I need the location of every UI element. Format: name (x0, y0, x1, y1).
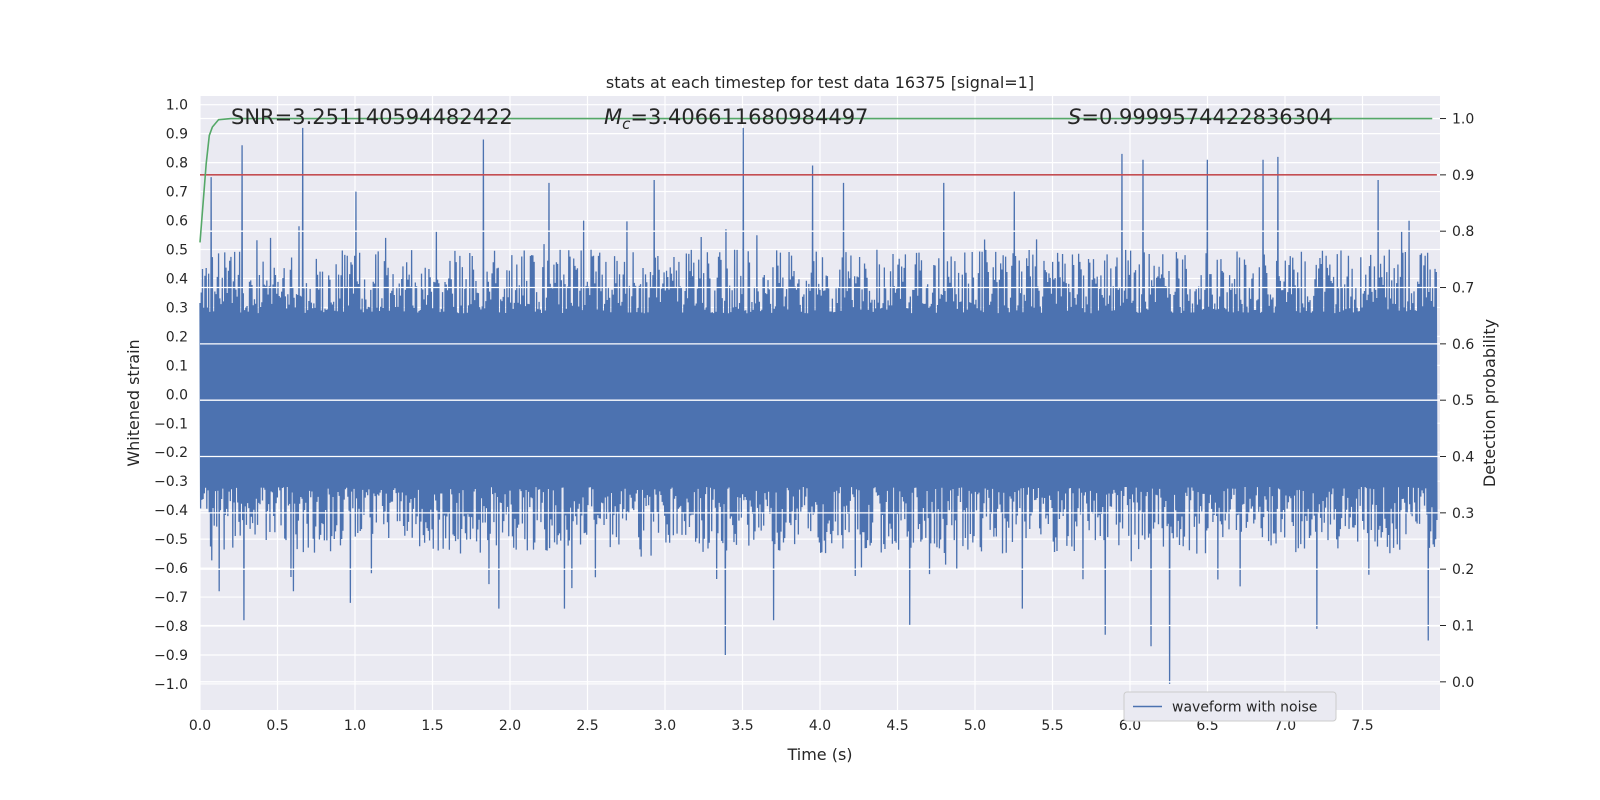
x-tick-label: 7.0 (1274, 718, 1296, 734)
y-left-axis-ticks: 1.0 0.9 0.8 0.7 0.6 0.5 0.4 0.3 0.2 0.1 0.0 −0.1 −0.… (154, 98, 188, 693)
y-left-tick-label: −0.7 (154, 590, 188, 606)
y-right-tick-label: 0.3 (1452, 506, 1474, 522)
x-tick-label: 2.0 (499, 718, 521, 734)
s-symbol: S (1068, 105, 1081, 129)
y-left-tick-label: −0.8 (154, 619, 188, 635)
x-tick-label: 3.5 (731, 718, 753, 734)
y-right-tick-label: 0.9 (1452, 168, 1474, 184)
mc-value: =3.406611680984497 (630, 105, 868, 129)
y-left-tick-label: 0.6 (166, 214, 188, 230)
y-left-tick-label: −0.3 (154, 474, 188, 490)
series-detection-probability (199, 117, 1433, 243)
x-tick-label: 7.5 (1351, 718, 1373, 734)
y-left-tick-label: −0.5 (154, 532, 188, 548)
mc-annotation: Mc=3.406611680984497 (604, 105, 868, 133)
x-tick-label: 5.0 (964, 718, 986, 734)
x-tick-label: 3.0 (654, 718, 676, 734)
mc-symbol: M (604, 105, 622, 129)
y-right-tick-label: 0.8 (1452, 224, 1474, 240)
x-tick-label: 2.5 (576, 718, 598, 734)
x-tick-label: 6.0 (1119, 718, 1141, 734)
y-right-tick-label: 0.4 (1452, 450, 1474, 466)
x-tick-label: 4.0 (809, 718, 831, 734)
snr-annotation: SNR=3.251140594482422 (231, 105, 513, 129)
y-left-tick-label: 0.5 (166, 243, 188, 259)
mc-subscript: c (622, 115, 631, 133)
x-tick-label: 1.5 (421, 718, 443, 734)
y-right-tick-label: 0.2 (1452, 562, 1474, 578)
y-right-axis-label: Detection probability (1480, 319, 1499, 487)
y-left-tick-label: 0.1 (166, 358, 188, 374)
x-tick-label: 5.5 (1041, 718, 1063, 734)
y-left-tick-label: −0.6 (154, 561, 188, 577)
y-left-tick-label: 0.9 (166, 127, 188, 143)
chart-title: stats at each timestep for test data 163… (606, 73, 1034, 92)
y-right-tick-label: 0.7 (1452, 281, 1474, 297)
y-left-tick-label: −0.4 (154, 503, 188, 519)
x-tick-label: 6.5 (1196, 718, 1218, 734)
y-left-tick-label: 0.8 (166, 156, 188, 172)
s-annotation: S=0.9999574422836304 (1068, 105, 1333, 129)
y-right-axis-ticks: 1.0 0.9 0.8 0.7 0.6 0.5 0.4 0.3 0.2 0.1 0.0 (1440, 112, 1474, 691)
y-right-tick-label: 0.0 (1452, 675, 1474, 691)
legend: waveform with noise (1123, 691, 1337, 722)
y-right-tick-label: 0.1 (1452, 619, 1474, 635)
x-tick-label: 4.5 (886, 718, 908, 734)
traces (199, 117, 1440, 684)
y-left-tick-label: −0.2 (154, 445, 188, 461)
legend-box (1123, 691, 1337, 722)
s-value: =0.9999574422836304 (1081, 105, 1332, 129)
y-left-tick-label: 1.0 (166, 98, 188, 114)
y-right-tick-label: 1.0 (1452, 112, 1474, 128)
y-left-tick-label: −0.1 (154, 416, 188, 432)
y-left-tick-label: −0.9 (154, 648, 188, 664)
y-right-tick-label: 0.6 (1452, 337, 1474, 353)
x-tick-label: 1.0 (344, 718, 366, 734)
y-left-tick-label: 0.4 (166, 271, 188, 287)
x-axis-ticks: 0.0 0.5 1.0 1.5 2.0 2.5 3.0 3.5 4.0 4.5 5.0 5.5 6.0 6… (189, 718, 1374, 734)
y-left-tick-label: 0.0 (166, 387, 188, 403)
y-left-tick-label: −1.0 (154, 677, 188, 693)
x-tick-label: 0.5 (266, 718, 288, 734)
y-left-axis-label: Whitened strain (124, 339, 143, 466)
y-left-tick-label: 0.2 (166, 329, 188, 345)
y-left-tick-label: 0.7 (166, 185, 188, 201)
y-left-tick-label: 0.3 (166, 300, 188, 316)
y-right-tick-label: 0.5 (1452, 393, 1474, 409)
x-tick-label: 0.0 (189, 718, 211, 734)
x-axis-label: Time (s) (786, 745, 852, 764)
legend-entry-waveform: waveform with noise (1172, 700, 1317, 716)
